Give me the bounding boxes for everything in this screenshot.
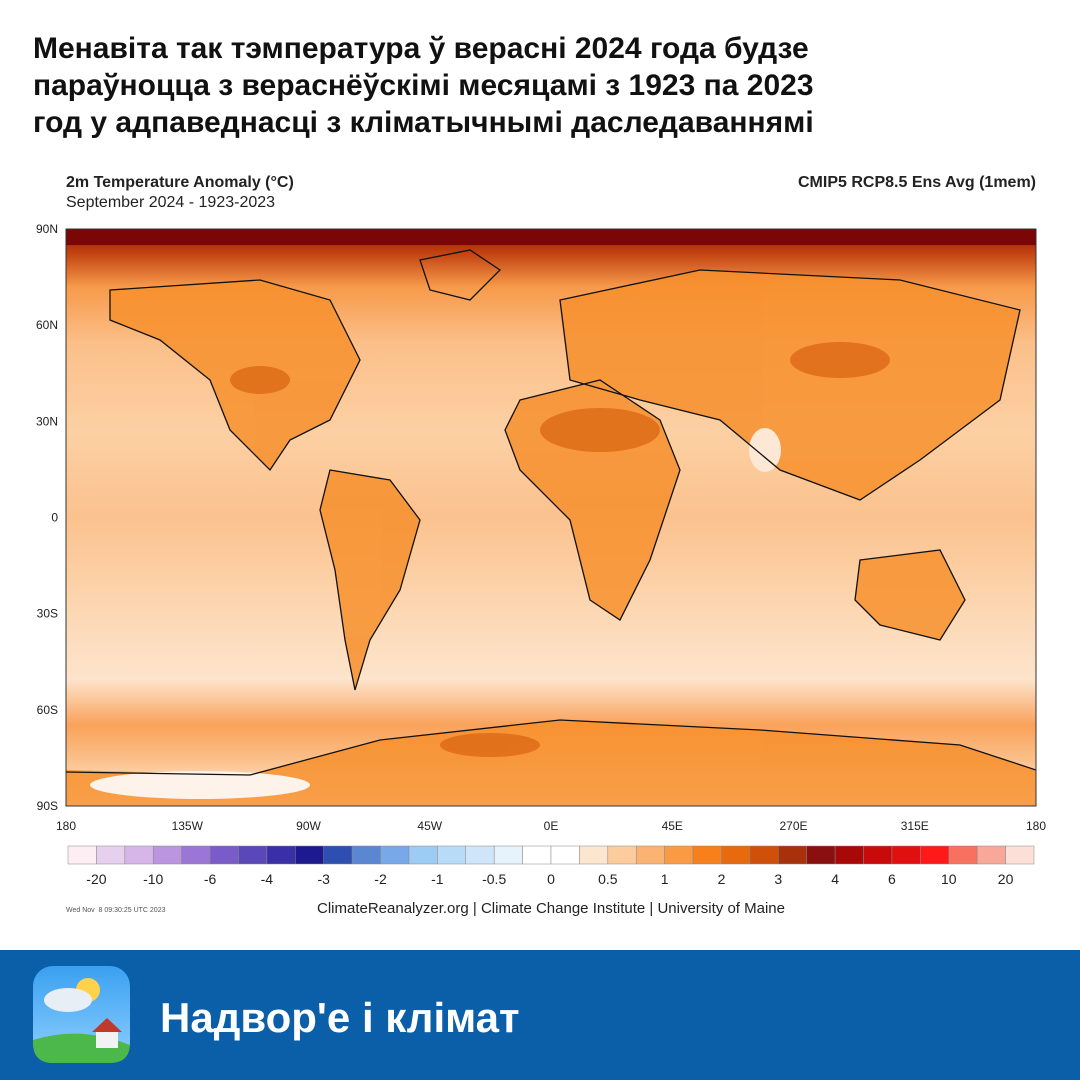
lat-label: 90S bbox=[37, 799, 58, 813]
colorbar-swatch bbox=[67, 845, 97, 865]
app-icon bbox=[33, 966, 130, 1063]
colorbar-swatch bbox=[834, 845, 864, 865]
lat-label: 0 bbox=[51, 511, 58, 525]
colorbar-swatch bbox=[976, 845, 1006, 865]
colorbar-swatch bbox=[96, 845, 126, 865]
lon-label: 45E bbox=[662, 819, 683, 833]
colorbar-swatch bbox=[408, 845, 438, 865]
colorbar-swatch bbox=[380, 845, 410, 865]
colorbar-swatch bbox=[948, 845, 978, 865]
colorbar-label: -2 bbox=[374, 871, 387, 887]
colorbar-swatch bbox=[493, 845, 523, 865]
colorbar-swatch bbox=[863, 845, 893, 865]
colorbar-swatch bbox=[664, 845, 694, 865]
title-line: параўноцца з вераснёўскімі месяцамі з 19… bbox=[33, 69, 814, 102]
colorbar-label: -1 bbox=[431, 871, 444, 887]
colorbar: -20 -10 -6 -4 -3 -2 -1 -0.5 0 0.5 1 2 3 4 6 10 20 bbox=[67, 845, 1035, 887]
colorbar-swatch bbox=[579, 845, 609, 865]
colorbar-swatch bbox=[635, 845, 665, 865]
colorbar-label: 4 bbox=[831, 871, 839, 887]
colorbar-label: -0.5 bbox=[482, 871, 506, 887]
title: Менавіта так тэмпература ў верасні 2024 … bbox=[33, 32, 814, 139]
colorbar-label: 0.5 bbox=[598, 871, 618, 887]
lon-label: 315E bbox=[901, 819, 929, 833]
colorbar-swatch bbox=[152, 845, 182, 865]
colorbar-swatch bbox=[522, 845, 552, 865]
brand-bar bbox=[0, 950, 1080, 1080]
colorbar-swatch bbox=[550, 845, 580, 865]
lon-label: 0E bbox=[544, 819, 559, 833]
colorbar-swatch bbox=[806, 845, 836, 865]
colorbar-label: -4 bbox=[261, 871, 274, 887]
map-frame bbox=[65, 228, 1037, 807]
colorbar-swatch bbox=[181, 845, 211, 865]
lat-labels: 90N 60N 30N 0 30S 60S 90S bbox=[36, 222, 58, 813]
lon-label: 45W bbox=[417, 819, 442, 833]
colorbar-swatch bbox=[124, 845, 154, 865]
colorbar-label: 20 bbox=[998, 871, 1014, 887]
colorbar-label: 6 bbox=[888, 871, 896, 887]
colorbar-swatch bbox=[721, 845, 751, 865]
lon-label: 180 bbox=[56, 819, 76, 833]
lon-label: 180 bbox=[1026, 819, 1046, 833]
lat-label: 90N bbox=[36, 222, 58, 236]
timestamp: Wed Nov 8 09:30:25 UTC 2023 bbox=[66, 907, 166, 914]
colorbar-swatch bbox=[778, 845, 807, 865]
colorbar-swatch bbox=[920, 845, 950, 865]
map-subtitle: September 2024 - 1923-2023 bbox=[66, 194, 275, 211]
colorbar-swatch bbox=[238, 845, 268, 865]
colorbar-swatch bbox=[749, 845, 779, 865]
colorbar-label: -6 bbox=[204, 871, 217, 887]
title-line: год у адпаведнасці з кліматычнымі даслед… bbox=[33, 106, 814, 139]
map-title: 2m Temperature Anomaly (°C) bbox=[66, 174, 294, 191]
lat-label: 30S bbox=[37, 607, 58, 621]
title-line: Менавіта так тэмпература ў верасні 2024 … bbox=[33, 32, 809, 65]
colorbar-label: -10 bbox=[143, 871, 163, 887]
lon-label: 135W bbox=[172, 819, 204, 833]
lon-label: 270E bbox=[779, 819, 807, 833]
colorbar-label: 1 bbox=[661, 871, 669, 887]
colorbar-label: 3 bbox=[774, 871, 782, 887]
colorbar-swatch bbox=[692, 845, 722, 865]
colorbar-swatch bbox=[891, 845, 921, 865]
colorbar-swatch bbox=[323, 845, 353, 865]
colorbar-label: 2 bbox=[718, 871, 726, 887]
credits: ClimateReanalyzer.org | Climate Change I… bbox=[317, 900, 785, 917]
colorbar-label: -20 bbox=[86, 871, 106, 887]
colorbar-swatch bbox=[209, 845, 239, 865]
lat-label: 60S bbox=[37, 703, 58, 717]
colorbar-swatch bbox=[295, 845, 324, 865]
map bbox=[66, 229, 1036, 806]
colorbar-swatch bbox=[1005, 845, 1035, 865]
lat-label: 30N bbox=[36, 414, 58, 428]
lat-label: 60N bbox=[36, 318, 58, 332]
colorbar-swatch bbox=[437, 845, 467, 865]
colorbar-label: -3 bbox=[317, 871, 330, 887]
colorbar-label: 0 bbox=[547, 871, 555, 887]
colorbar-swatch bbox=[266, 845, 296, 865]
brand-name: Надвор'е і клімат bbox=[160, 994, 520, 1041]
lon-labels: 180 135W 90W 45W 0E 45E 270E 315E 180 bbox=[56, 819, 1046, 833]
colorbar-swatch bbox=[351, 845, 381, 865]
colorbar-swatch bbox=[465, 845, 495, 865]
model-label: CMIP5 RCP8.5 Ens Avg (1mem) bbox=[798, 174, 1036, 191]
colorbar-swatch bbox=[607, 845, 637, 865]
lon-label: 90W bbox=[296, 819, 321, 833]
colorbar-label: 10 bbox=[941, 871, 957, 887]
